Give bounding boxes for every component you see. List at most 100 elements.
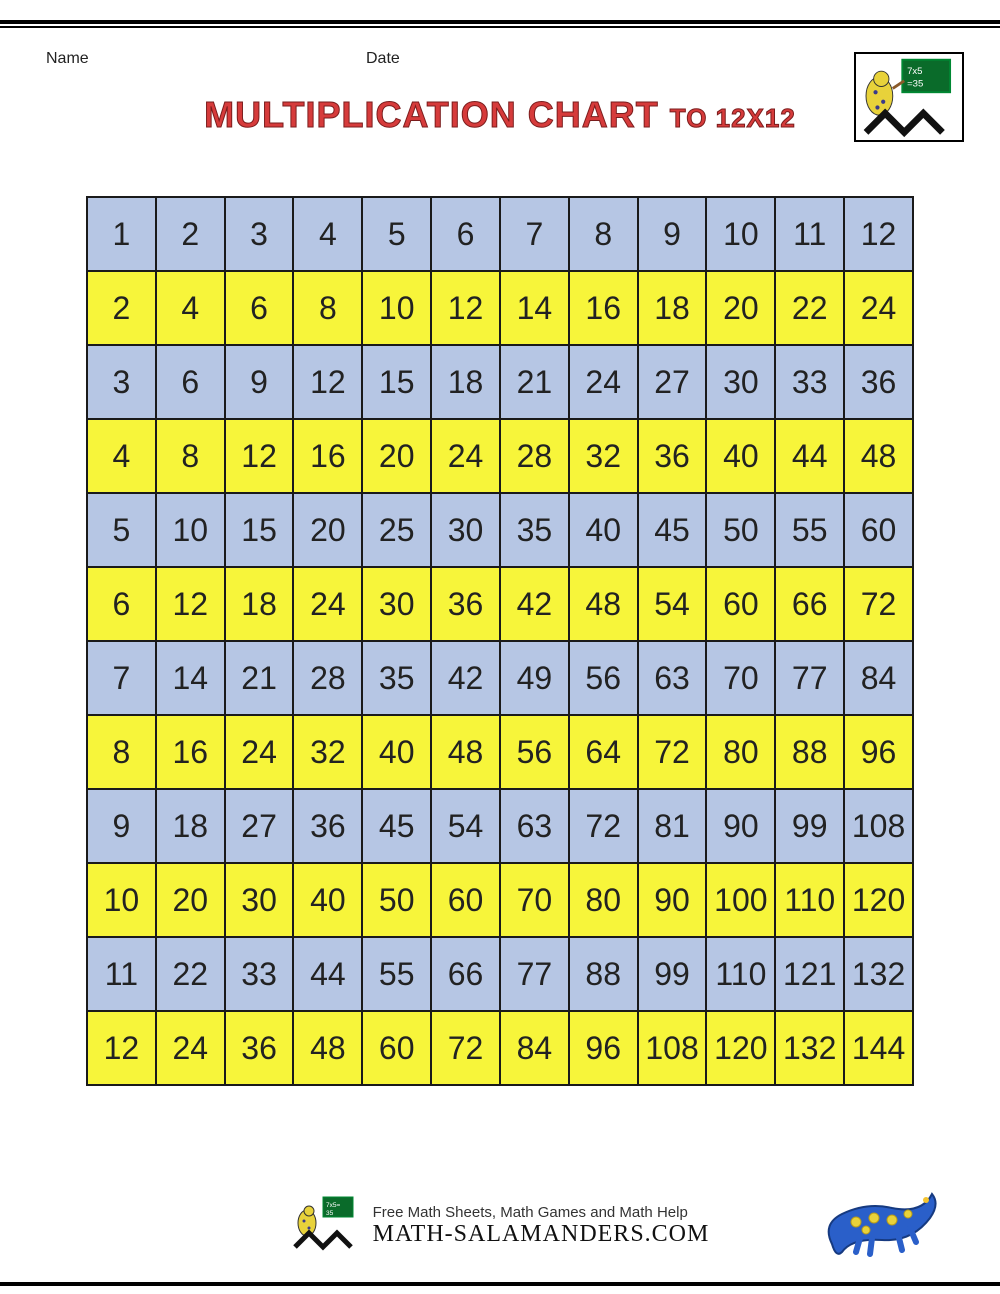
- table-cell: 18: [225, 567, 294, 641]
- table-cell: 36: [431, 567, 500, 641]
- table-cell: 64: [569, 715, 638, 789]
- table-cell: 9: [87, 789, 156, 863]
- table-cell: 108: [638, 1011, 707, 1085]
- table-cell: 5: [87, 493, 156, 567]
- table-cell: 35: [500, 493, 569, 567]
- table-cell: 27: [225, 789, 294, 863]
- svg-text:7x5: 7x5: [907, 66, 922, 77]
- table-cell: 56: [500, 715, 569, 789]
- table-cell: 54: [638, 567, 707, 641]
- table-cell: 60: [362, 1011, 431, 1085]
- table-cell: 88: [775, 715, 844, 789]
- table-cell: 12: [225, 419, 294, 493]
- table-cell: 48: [569, 567, 638, 641]
- table-cell: 48: [293, 1011, 362, 1085]
- svg-text:7x5=: 7x5=: [326, 1202, 340, 1209]
- table-row: 112233445566778899110121132: [87, 937, 913, 1011]
- table-cell: 40: [293, 863, 362, 937]
- table-cell: 60: [431, 863, 500, 937]
- table-cell: 90: [638, 863, 707, 937]
- table-row: 369121518212427303336: [87, 345, 913, 419]
- svg-text:35: 35: [326, 1210, 334, 1217]
- table-cell: 84: [500, 1011, 569, 1085]
- table-cell: 72: [844, 567, 913, 641]
- table-cell: 36: [293, 789, 362, 863]
- table-cell: 5: [362, 197, 431, 271]
- table-cell: 18: [638, 271, 707, 345]
- table-cell: 81: [638, 789, 707, 863]
- table-cell: 14: [156, 641, 225, 715]
- table-cell: 72: [638, 715, 707, 789]
- table-cell: 7: [87, 641, 156, 715]
- table-cell: 21: [225, 641, 294, 715]
- footer-brand: MATH-SALAMANDERS.COM: [373, 1221, 710, 1248]
- table-cell: 96: [569, 1011, 638, 1085]
- table-cell: 108: [844, 789, 913, 863]
- title-suffix: TO 12X12: [670, 103, 796, 133]
- table-cell: 35: [362, 641, 431, 715]
- table-cell: 22: [775, 271, 844, 345]
- table-cell: 40: [569, 493, 638, 567]
- table-cell: 2: [87, 271, 156, 345]
- multiplication-table: 1234567891011122468101214161820222436912…: [86, 196, 914, 1086]
- table-cell: 30: [362, 567, 431, 641]
- table-cell: 20: [156, 863, 225, 937]
- table-cell: 3: [225, 197, 294, 271]
- table-cell: 63: [638, 641, 707, 715]
- table-cell: 50: [706, 493, 775, 567]
- header-row: Name Date: [46, 50, 954, 68]
- name-label: Name: [46, 50, 366, 68]
- table-cell: 20: [293, 493, 362, 567]
- table-cell: 11: [775, 197, 844, 271]
- table-cell: 70: [706, 641, 775, 715]
- table-cell: 18: [431, 345, 500, 419]
- table-cell: 99: [638, 937, 707, 1011]
- table-cell: 12: [293, 345, 362, 419]
- table-cell: 50: [362, 863, 431, 937]
- table-cell: 14: [500, 271, 569, 345]
- table-cell: 49: [500, 641, 569, 715]
- table-cell: 77: [500, 937, 569, 1011]
- table-cell: 63: [500, 789, 569, 863]
- table-cell: 18: [156, 789, 225, 863]
- table-cell: 12: [431, 271, 500, 345]
- title-main: MULTIPLICATION CHART: [204, 94, 659, 135]
- mascot-salamander-icon: [812, 1174, 952, 1264]
- table-cell: 24: [431, 419, 500, 493]
- table-row: 123456789101112: [87, 197, 913, 271]
- table-cell: 2: [156, 197, 225, 271]
- table-row: 51015202530354045505560: [87, 493, 913, 567]
- table-cell: 33: [775, 345, 844, 419]
- table-cell: 22: [156, 937, 225, 1011]
- table-cell: 24: [844, 271, 913, 345]
- table-cell: 90: [706, 789, 775, 863]
- footer-tagline: Free Math Sheets, Math Games and Math He…: [373, 1204, 710, 1221]
- table-cell: 10: [362, 271, 431, 345]
- table-cell: 16: [569, 271, 638, 345]
- date-label: Date: [366, 50, 400, 68]
- table-cell: 96: [844, 715, 913, 789]
- table-cell: 42: [500, 567, 569, 641]
- table-cell: 8: [156, 419, 225, 493]
- table-row: 81624324048566472808896: [87, 715, 913, 789]
- table-cell: 45: [638, 493, 707, 567]
- table-cell: 72: [431, 1011, 500, 1085]
- table-cell: 36: [844, 345, 913, 419]
- table-cell: 10: [87, 863, 156, 937]
- table-cell: 7: [500, 197, 569, 271]
- table-cell: 40: [362, 715, 431, 789]
- table-cell: 66: [775, 567, 844, 641]
- table-cell: 33: [225, 937, 294, 1011]
- table-cell: 36: [225, 1011, 294, 1085]
- top-rule: [0, 20, 1000, 28]
- footer-text: Free Math Sheets, Math Games and Math He…: [373, 1204, 710, 1248]
- table-cell: 9: [638, 197, 707, 271]
- table-cell: 24: [569, 345, 638, 419]
- table-cell: 54: [431, 789, 500, 863]
- table-row: 102030405060708090100110120: [87, 863, 913, 937]
- bottom-rule: [0, 1282, 1000, 1286]
- table-cell: 144: [844, 1011, 913, 1085]
- table-cell: 9: [225, 345, 294, 419]
- table-cell: 120: [706, 1011, 775, 1085]
- table-row: 4812162024283236404448: [87, 419, 913, 493]
